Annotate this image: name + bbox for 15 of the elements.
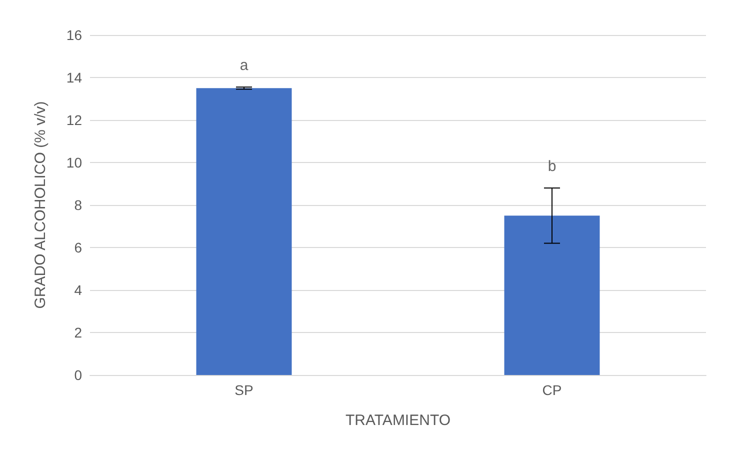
y-tick-label: 6 [74,240,82,256]
y-tick-label: 14 [66,70,82,86]
y-tick-label: 8 [74,197,82,213]
y-tick-label: 4 [74,282,82,298]
y-tick-label: 2 [74,324,82,340]
y-tick-label: 12 [66,112,82,128]
y-axis-title: GRADO ALCOHOLICO (% v/v) [32,101,49,309]
x-tick-label: CP [542,382,562,398]
y-tick-label: 0 [74,367,82,383]
x-tick-label: SP [234,382,254,398]
annotation: a [240,57,249,74]
x-axis-title: TRATAMIENTO [346,412,450,429]
y-tick-label: 16 [66,27,82,43]
y-tick-label: 10 [66,154,82,170]
annotation: b [548,158,556,175]
